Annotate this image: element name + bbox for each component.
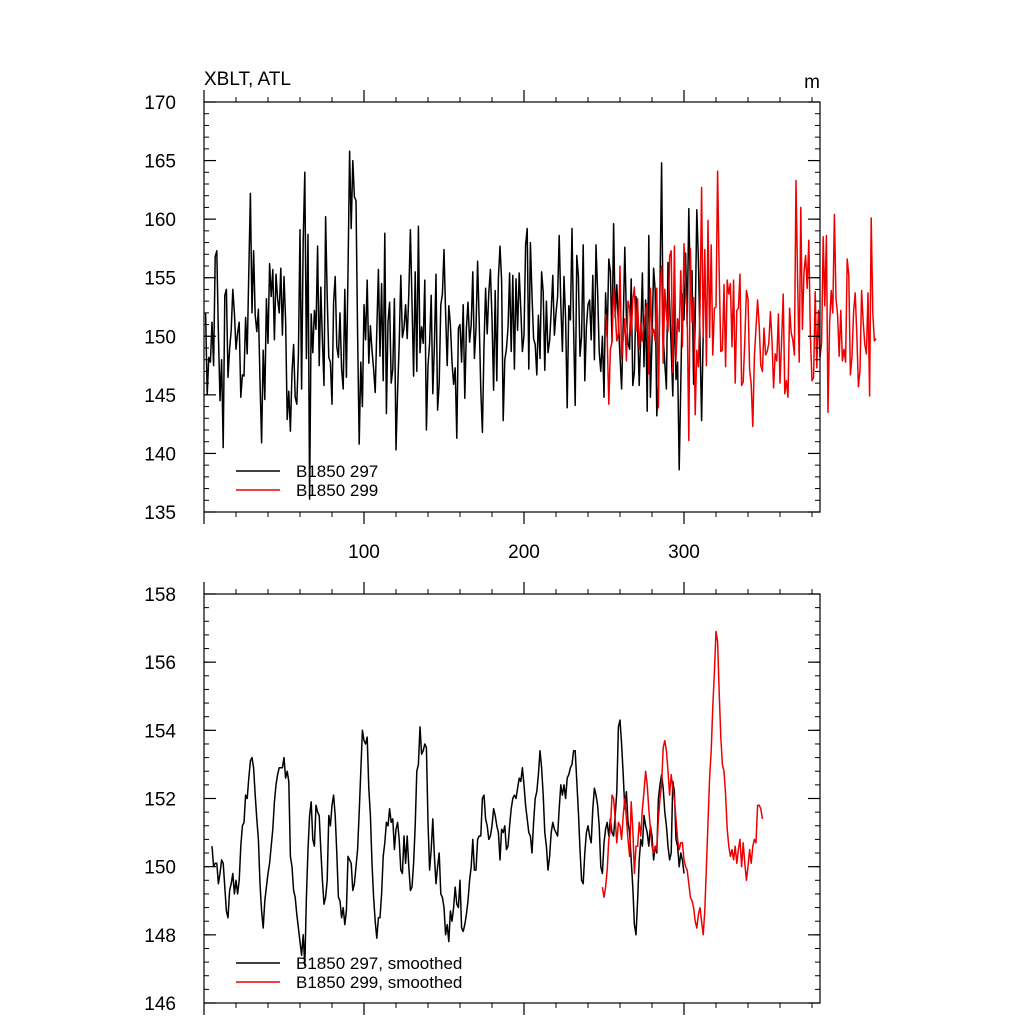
y-tick-label: 150 [144, 858, 176, 879]
x-tick-label: 200 [508, 542, 540, 563]
y-tick-label: 135 [144, 503, 176, 524]
axes: 135 140 145 150 155 160 165 170 100 200 300 [144, 90, 821, 563]
y-tick-label: 165 [144, 152, 176, 173]
plot-frame [203, 593, 821, 1004]
units-label: m [804, 72, 820, 93]
top-panel: XBLT, ATL m 135 140 145 150 155 160 165 170 100 2… [144, 69, 877, 563]
series-layer [211, 630, 764, 967]
series-line-0 [211, 719, 685, 967]
y-tick-label: 170 [144, 93, 176, 114]
plot-frame [203, 101, 821, 513]
chart-title-left: XBLT, ATL [204, 69, 291, 90]
y-tick-label: 150 [144, 327, 176, 348]
x-tick-label: 100 [348, 542, 380, 563]
y-tick-label: 145 [144, 386, 176, 407]
legend-label-297: B1850 297 [296, 462, 378, 481]
x-tick-label: 300 [668, 542, 700, 563]
series-layer [204, 150, 877, 500]
y-tick-label: 160 [144, 210, 176, 231]
legend: B1850 297 B1850 299 [236, 462, 378, 500]
legend-label-297-smoothed: B1850 297, smoothed [296, 954, 462, 973]
legend-label-299-smoothed: B1850 299, smoothed [296, 973, 462, 992]
series-line-1 [601, 630, 764, 936]
y-tick-label: 158 [144, 585, 176, 606]
y-tick-label: 154 [144, 721, 176, 742]
y-tick-label: 140 [144, 444, 176, 465]
y-tick-label: 148 [144, 926, 176, 947]
legend-label-299: B1850 299 [296, 481, 378, 500]
y-tick-label: 155 [144, 269, 176, 290]
y-tick-label: 156 [144, 653, 176, 674]
y-tick-label: 146 [144, 994, 176, 1015]
legend: B1850 297, smoothed B1850 299, smoothed [236, 954, 462, 992]
series-line-0 [204, 150, 704, 500]
series-line-1 [604, 170, 877, 442]
bottom-panel: 146 148 150 152 154 156 158 B1850 297, smoothe… [144, 582, 821, 1015]
y-tick-label: 152 [144, 790, 176, 811]
axes: 146 148 150 152 154 156 158 [144, 582, 821, 1015]
